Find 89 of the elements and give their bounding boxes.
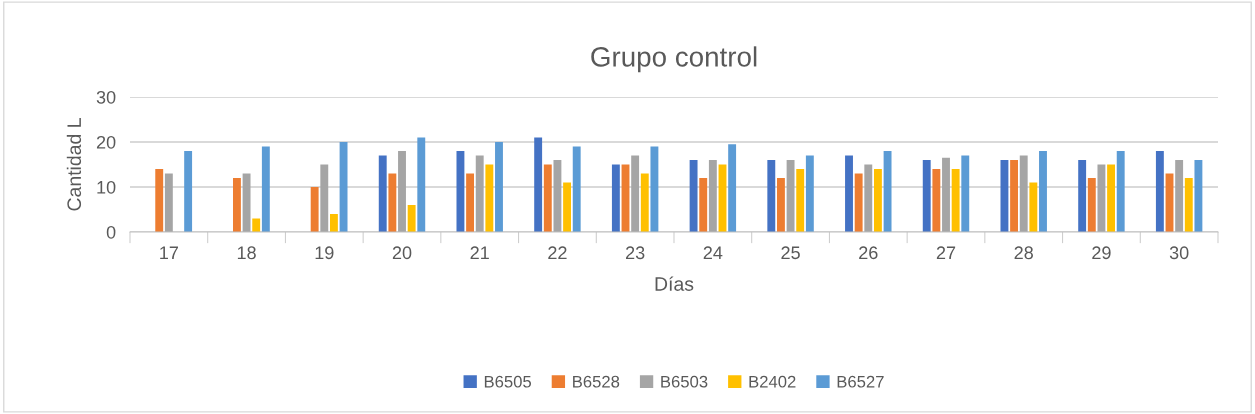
x-tick-label: 27: [936, 246, 956, 259]
bar: [164, 173, 173, 232]
bar: [631, 155, 640, 232]
bar: [1078, 160, 1087, 232]
y-axis-title: Cantidad L: [66, 118, 82, 211]
bar: [1000, 160, 1009, 232]
bar: [689, 160, 698, 232]
bar: [873, 169, 882, 232]
x-tick-label: 26: [859, 246, 878, 260]
bar: [1107, 164, 1116, 232]
bar: [728, 144, 737, 232]
bar: [563, 182, 572, 232]
bar: [1029, 182, 1038, 232]
bar: [1087, 178, 1096, 232]
bar: [776, 178, 785, 232]
bar: [466, 173, 475, 232]
bar: [699, 178, 708, 232]
bar: [767, 160, 776, 232]
bar: [543, 164, 552, 232]
chart-title: Grupo control: [591, 46, 757, 73]
bar: [456, 151, 465, 232]
x-tick-label: 23: [626, 246, 645, 260]
x-tick-label: 29: [1092, 246, 1111, 260]
y-tick-label: 0: [106, 225, 116, 239]
bar: [329, 214, 338, 232]
bar: [242, 173, 251, 232]
bar: [1155, 151, 1164, 232]
bar: [786, 160, 795, 232]
x-tick-label: 21: [470, 246, 489, 259]
bar: [1097, 164, 1106, 232]
bar: [252, 218, 261, 232]
bar: [572, 146, 581, 232]
bar: [388, 173, 397, 232]
x-tick-label: 17: [160, 246, 178, 259]
bar: [261, 146, 270, 232]
bar: [611, 164, 620, 232]
bar: [155, 169, 164, 232]
legend-label: B6503: [661, 375, 708, 388]
y-tick-label: 20: [96, 135, 116, 149]
bar: [378, 155, 387, 232]
x-tick-label: 19: [315, 246, 334, 260]
bar: [339, 142, 348, 232]
bar: [922, 160, 931, 232]
bar: [475, 155, 484, 232]
x-tick-label: 20: [392, 246, 412, 260]
bar: [1010, 160, 1019, 232]
x-tick-label: 22: [548, 246, 567, 259]
bar: [398, 151, 406, 232]
y-tick-label: 30: [96, 90, 116, 104]
legend-label: B2402: [749, 375, 796, 388]
bar: [184, 151, 193, 232]
bar: [485, 164, 494, 232]
bar: [495, 142, 503, 232]
x-tick-label: 24: [703, 246, 723, 259]
bar: [650, 146, 659, 232]
bar: [417, 137, 426, 232]
bar: [232, 178, 241, 232]
bar: [1019, 155, 1028, 232]
bar: [320, 164, 329, 232]
x-tick-label: 25: [781, 246, 800, 260]
bar: [640, 173, 649, 232]
bar: [961, 155, 970, 232]
bar: [864, 164, 873, 232]
x-tick-label: 30: [1169, 246, 1189, 260]
bar: [553, 160, 562, 232]
bar: [805, 155, 814, 232]
bar: [1039, 151, 1047, 232]
bar: [534, 137, 543, 232]
bar: [845, 155, 853, 232]
x-tick-label: 18: [237, 246, 256, 260]
y-tick-label: 10: [97, 180, 116, 194]
bar: [932, 169, 941, 232]
legend-label: B6505: [484, 375, 532, 388]
bar: [407, 205, 416, 232]
bar: [854, 173, 863, 232]
x-tick-label: 28: [1014, 246, 1033, 260]
bar: [951, 169, 960, 232]
bar: [942, 157, 950, 232]
bar: [883, 151, 892, 232]
x-axis-title: Días: [655, 276, 694, 291]
bar: [796, 169, 805, 232]
bar: [1175, 160, 1184, 232]
bar: [1116, 151, 1125, 232]
legend-label: B6527: [837, 375, 884, 388]
bar: [708, 160, 717, 232]
bar: [310, 187, 319, 232]
legend-label: B6528: [573, 375, 620, 388]
bar: [1184, 178, 1193, 232]
bar: [1194, 160, 1203, 232]
